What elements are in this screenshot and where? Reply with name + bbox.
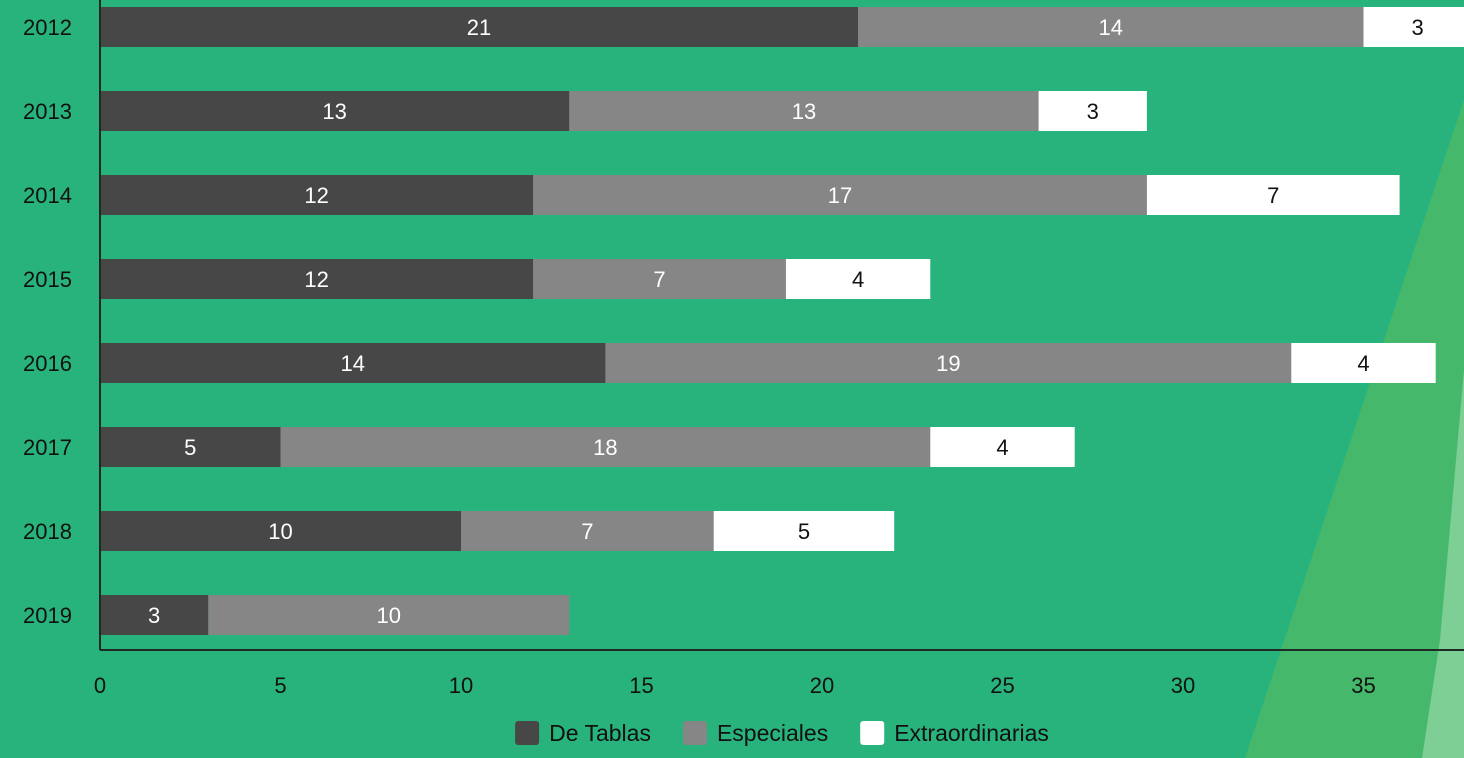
legend-label: Extraordinarias	[894, 720, 1049, 746]
background-stripe-shape	[1422, 370, 1464, 758]
bar-segment	[100, 7, 859, 47]
bar-value-label: 7	[1267, 183, 1279, 208]
legend-swatch	[860, 721, 885, 745]
bar-value-label: 5	[798, 519, 810, 544]
legend-swatch	[515, 721, 540, 745]
legend: De Tablas Especiales Extraordinarias	[515, 720, 1049, 746]
y-tick-label: 2013	[23, 99, 72, 124]
bar-value-label: 14	[340, 351, 364, 376]
y-tick-label: 2015	[23, 267, 72, 292]
bar-segment	[569, 91, 1039, 131]
bar-segment	[785, 259, 931, 299]
x-tick-label: 35	[1351, 673, 1375, 698]
bar-segment	[100, 343, 606, 383]
bar-value-label: 17	[828, 183, 852, 208]
bar-segment	[858, 7, 1364, 47]
x-tick-label: 15	[629, 673, 653, 698]
bar-value-label: 19	[936, 351, 960, 376]
legend-label: De Tablas	[549, 720, 651, 746]
bar-value-label: 13	[792, 99, 816, 124]
bar-value-label: 18	[593, 435, 617, 460]
bar-value-label: 12	[304, 267, 328, 292]
bar-value-label: 4	[1357, 351, 1369, 376]
x-tick-label: 20	[810, 673, 834, 698]
bar-segment	[930, 427, 1075, 467]
bar-segment	[100, 511, 461, 551]
bar-segment	[533, 175, 1147, 215]
bar-value-label: 4	[996, 435, 1008, 460]
bar-segment	[1146, 175, 1400, 215]
legend-label: Especiales	[717, 720, 828, 746]
background-wedge-shape	[1245, 100, 1464, 758]
bar-segment	[280, 427, 931, 467]
bar-value-label: 3	[1412, 15, 1424, 40]
bar-segment	[1291, 343, 1436, 383]
bar-segment	[461, 511, 714, 551]
x-tick-label: 25	[990, 673, 1014, 698]
bar-segment	[1363, 7, 1464, 47]
bar-segment	[533, 259, 786, 299]
bar-value-label: 12	[304, 183, 328, 208]
bar-segment	[1038, 91, 1147, 131]
bar-segment	[208, 595, 570, 635]
bar-segment	[605, 343, 1292, 383]
y-tick-label: 2017	[23, 435, 72, 460]
bar-value-label: 10	[377, 603, 401, 628]
bar-segment	[100, 91, 570, 131]
bar-value-label: 21	[467, 15, 491, 40]
bar-value-label: 10	[268, 519, 292, 544]
background-decoration	[1245, 100, 1464, 758]
bar-value-label: 4	[852, 267, 864, 292]
bar-value-label: 13	[322, 99, 346, 124]
x-tick-label: 5	[274, 673, 286, 698]
bar-segment	[100, 259, 534, 299]
bar-labels-layer: 21 14 3 13 13 3 12 17 7 12 7 4 14 19 4 5 18 4 10 7 5 3 10	[148, 15, 1424, 628]
bar-value-label: 7	[581, 519, 593, 544]
bar-segment	[713, 511, 895, 551]
bar-segment	[100, 427, 281, 467]
y-tick-label: 2019	[23, 603, 72, 628]
y-tick-label: 2016	[23, 351, 72, 376]
bar-value-label: 14	[1099, 15, 1123, 40]
bar-value-label: 3	[1087, 99, 1099, 124]
x-tick-label: 30	[1171, 673, 1195, 698]
bar-value-label: 5	[184, 435, 196, 460]
y-tick-label: 2014	[23, 183, 72, 208]
x-tick-label: 0	[94, 673, 106, 698]
y-tick-label: 2012	[23, 15, 72, 40]
bar-value-label: 7	[653, 267, 665, 292]
bar-segment	[100, 175, 534, 215]
bar-value-label: 3	[148, 603, 160, 628]
bars-layer	[100, 7, 1464, 635]
x-tick-label: 10	[449, 673, 473, 698]
bar-segment	[100, 595, 209, 635]
y-tick-label: 2018	[23, 519, 72, 544]
legend-swatch	[682, 721, 707, 745]
